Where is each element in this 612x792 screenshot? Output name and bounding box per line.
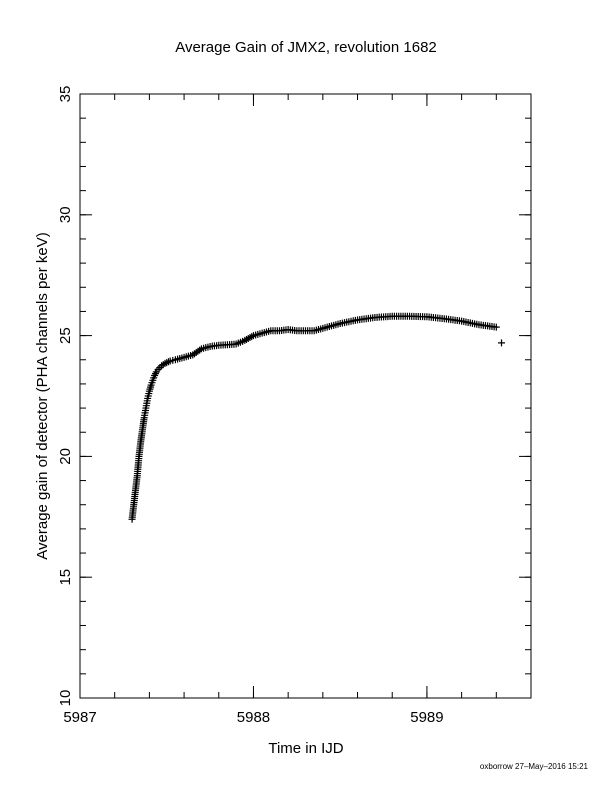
chart-title: Average Gain of JMX2, revolution 1682 — [175, 39, 437, 56]
y-tick-label: 35 — [57, 86, 74, 103]
data-point — [492, 323, 500, 331]
x-tick-label: 5988 — [237, 709, 270, 726]
y-tick-label: 25 — [57, 327, 74, 344]
footer-credit: oxborrow 27–May–2016 15:21 — [479, 762, 588, 771]
data-point — [498, 339, 506, 347]
plot-frame — [79, 93, 532, 699]
y-tick-label: 10 — [57, 690, 74, 707]
y-tick-label: 20 — [57, 448, 74, 465]
y-tick-label: 30 — [57, 206, 74, 223]
data-points — [128, 312, 506, 523]
y-tick-label: 15 — [57, 569, 74, 586]
x-tick-label: 5987 — [63, 709, 96, 726]
y-axis-label: Average gain of detector (PHA channels p… — [34, 232, 51, 559]
x-axis-label: Time in IJD — [268, 740, 343, 757]
axes: 5987 5988 5989 10 15 20 25 30 35 — [57, 86, 532, 726]
x-tick-label: 5989 — [410, 709, 443, 726]
